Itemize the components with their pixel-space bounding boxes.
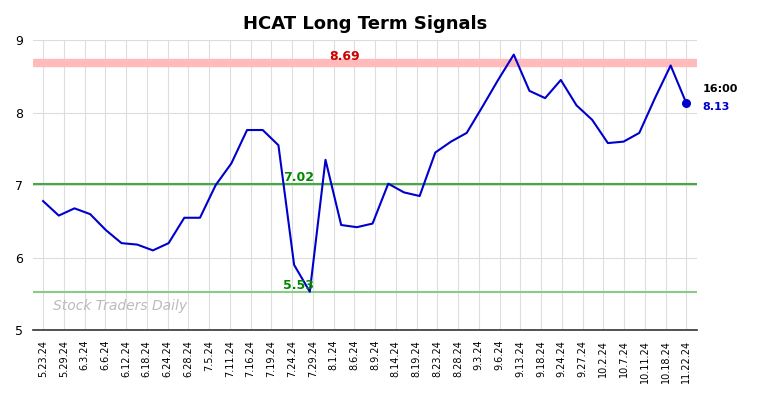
Text: 8.13: 8.13 (702, 102, 730, 112)
Text: 7.02: 7.02 (283, 171, 314, 184)
Point (680, 100, 692, 106)
Text: 5.53: 5.53 (283, 279, 314, 292)
Text: 8.69: 8.69 (329, 50, 360, 62)
Text: Stock Traders Daily: Stock Traders Daily (53, 299, 187, 313)
Bar (33, 59, 697, 66)
Title: HCAT Long Term Signals: HCAT Long Term Signals (242, 15, 487, 33)
Text: 16:00: 16:00 (702, 84, 738, 94)
